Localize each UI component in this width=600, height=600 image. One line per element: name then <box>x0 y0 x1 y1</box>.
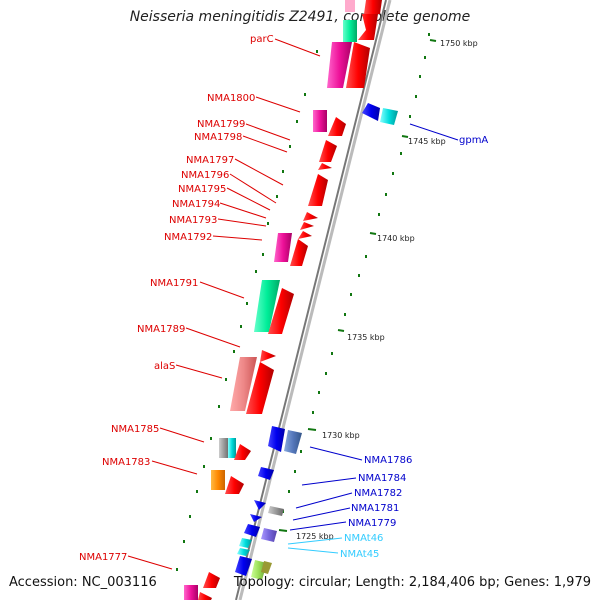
trna-label-NMAt46: NMAt46 <box>344 533 383 544</box>
gene-label-alaS: alaS <box>154 361 175 372</box>
gene-label-NMA1786: NMA1786 <box>364 455 412 466</box>
gene-block-cyan-gpmA <box>380 108 398 125</box>
gene-arrow-1797 <box>319 140 337 162</box>
gene-block-pinklight-top <box>345 0 355 12</box>
accession-text: Accession: NC_003116 <box>9 575 157 590</box>
gene-block-grey-1781 <box>268 506 284 516</box>
gene-arrow-1793 <box>300 222 314 230</box>
gene-label-NMA1783: NMA1783 <box>102 457 150 468</box>
trna-NMAt46 <box>239 538 252 548</box>
left-labels: parC NMA1800 NMA1799 NMA1798 NMA1797 NMA… <box>79 34 274 563</box>
right-labels: gpmA NMA1786 NMA1784 NMA1782 NMA1781 NMA… <box>348 135 488 529</box>
tick-label-1730: 1730 kbp <box>322 431 360 440</box>
gene-label-NMA1797: NMA1797 <box>186 155 234 166</box>
gene-label-NMA1793: NMA1793 <box>169 215 217 226</box>
gene-label-NMA1792: NMA1792 <box>164 232 212 243</box>
gene-label-NMA1794: NMA1794 <box>172 199 220 210</box>
gene-block-green-1791 <box>254 280 280 332</box>
gene-arrow-1779 <box>244 524 260 537</box>
trna-label-NMAt45: NMAt45 <box>340 549 379 560</box>
topology-text: Topology: circular; Length: 2,184,406 bp… <box>233 575 591 590</box>
reverse-genes <box>235 103 398 580</box>
gene-label-NMA1777: NMA1777 <box>79 552 127 563</box>
scale-dots-left <box>176 50 318 571</box>
gene-arrow-gpmA <box>362 103 380 121</box>
gene-arrow-1777b <box>198 592 212 600</box>
genome-backbone-highlight <box>238 0 392 600</box>
trna-labels: NMAt46 NMAt45 <box>340 533 383 560</box>
tick-label-1745: 1745 kbp <box>408 137 446 146</box>
tick-label-1740: 1740 kbp <box>377 234 415 243</box>
gene-arrow-1785 <box>234 444 251 460</box>
gene-arrow-alaS <box>246 362 274 414</box>
gene-arrow-parC <box>346 42 370 88</box>
tick-label-1750: 1750 kbp <box>440 39 478 48</box>
gene-block-cyan-1785 <box>228 438 236 458</box>
gene-label-NMA1795: NMA1795 <box>178 184 226 195</box>
gene-arrow-1792a <box>298 231 312 239</box>
gene-block-pink-1792 <box>274 233 292 262</box>
gene-label-NMA1779: NMA1779 <box>348 518 396 529</box>
scale-dots-right <box>282 33 430 513</box>
gene-block-orange-1783 <box>211 470 225 490</box>
gene-arrow-top1 <box>364 0 382 14</box>
gene-arrow-1789 <box>260 350 276 362</box>
gene-label-NMA1782: NMA1782 <box>354 488 402 499</box>
gene-arrow-1783 <box>225 476 244 494</box>
tick-label-1735: 1735 kbp <box>347 333 385 342</box>
gene-arrow-1800 <box>328 117 346 136</box>
gene-label-gpmA: gpmA <box>459 135 488 146</box>
tick-label-1725: 1725 kbp <box>296 532 334 541</box>
gene-arrow-1794 <box>303 212 318 221</box>
gene-arrow-1781 <box>250 514 262 522</box>
gene-block-salmon-alaS <box>230 357 257 411</box>
right-label-leaders <box>289 123 459 531</box>
gene-label-NMA1789: NMA1789 <box>137 324 185 335</box>
gene-arrow-1784 <box>258 467 274 480</box>
gene-arrow-1795 <box>308 174 328 206</box>
gene-label-NMA1784: NMA1784 <box>358 473 406 484</box>
gene-block-purple-1779 <box>261 528 277 542</box>
gene-label-NMA1798: NMA1798 <box>194 132 242 143</box>
gene-arrow-1792b <box>290 239 308 266</box>
major-ticks <box>278 39 437 532</box>
gene-arrow-top2 <box>358 14 378 40</box>
left-track-genes <box>184 0 357 600</box>
gene-block-grey-1785 <box>219 438 229 458</box>
gene-arrow-1791 <box>268 288 294 334</box>
gene-block-olive-bottom <box>261 561 272 574</box>
gene-block-pink-1800 <box>313 110 327 132</box>
trna-NMAt45 <box>237 548 250 556</box>
gene-label-parC: parC <box>250 34 274 45</box>
gene-arrow-1796 <box>318 163 332 170</box>
gene-label-NMA1791: NMA1791 <box>150 278 198 289</box>
trna-label-leaders <box>287 537 343 554</box>
forward-genes <box>198 0 382 600</box>
gene-block-green-top <box>343 20 357 42</box>
gene-label-NMA1796: NMA1796 <box>181 170 229 181</box>
left-label-leaders <box>127 38 321 570</box>
gene-arrow-1782 <box>254 500 266 510</box>
gene-label-NMA1781: NMA1781 <box>351 503 399 514</box>
gene-arrow-bottom <box>235 556 252 576</box>
gene-label-NMA1799: NMA1799 <box>197 119 245 130</box>
genome-backbone <box>235 0 387 600</box>
gene-block-pink-1777 <box>184 585 198 600</box>
gene-label-NMA1800: NMA1800 <box>207 93 255 104</box>
gene-arrow-1786 <box>268 426 285 452</box>
gene-arrow-1777a <box>203 572 220 588</box>
gene-block-steel-1786 <box>284 430 302 454</box>
gene-block-pink-parC <box>327 42 352 88</box>
gene-label-NMA1785: NMA1785 <box>111 424 159 435</box>
